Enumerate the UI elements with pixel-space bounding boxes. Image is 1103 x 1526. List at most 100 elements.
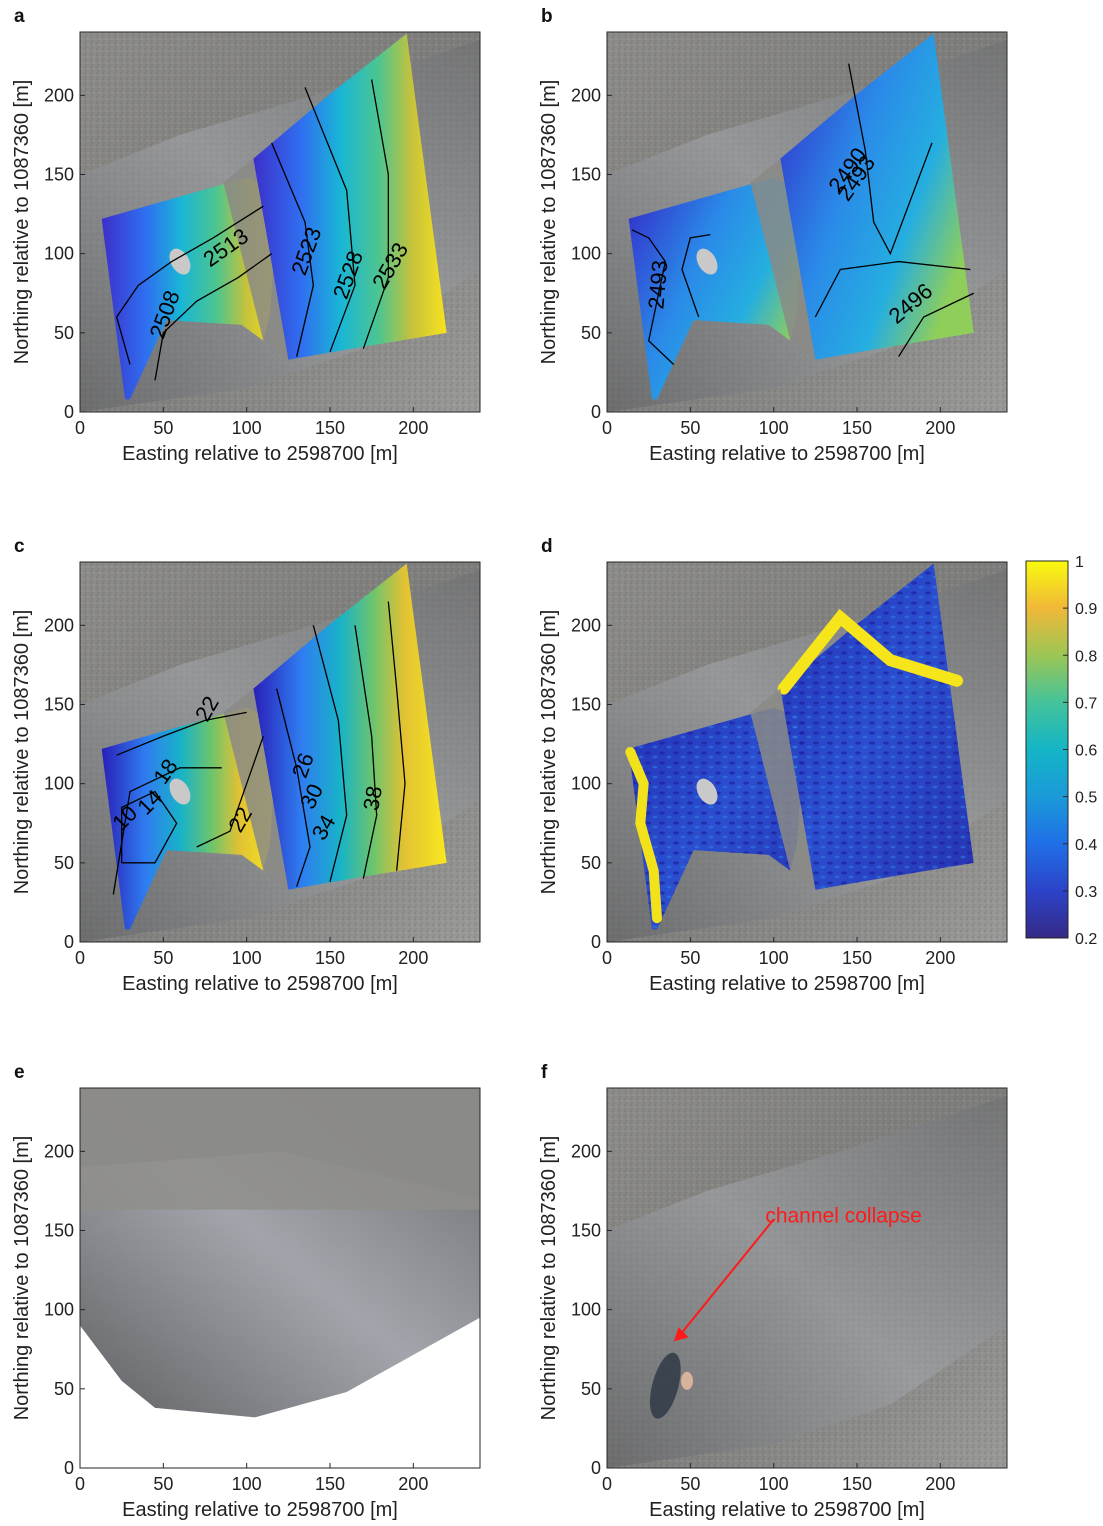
colorbar-tick-label: 1 (1075, 554, 1084, 571)
y-axis-label: Northing relative to 1087360 [m] (11, 1136, 33, 1421)
x-tick-label: 150 (315, 1474, 345, 1494)
y-tick-label: 0 (591, 402, 601, 422)
colorbar-tick-label: 0.2 (1075, 931, 1097, 948)
x-tick-label: 0 (602, 1474, 612, 1494)
x-tick-label: 50 (153, 948, 173, 968)
boulder (696, 248, 718, 275)
y-tick-label: 100 (571, 244, 601, 264)
y-tick-label: 50 (581, 853, 601, 873)
y-tick-label: 150 (44, 695, 74, 715)
data-patch-left (101, 177, 279, 400)
data-patch-right (780, 33, 974, 360)
contour-line (304, 87, 356, 353)
y-tick-label: 150 (571, 1221, 601, 1241)
boulder (696, 778, 718, 805)
y-axis-label: Northing relative to 1087360 [m] (11, 610, 33, 895)
contour-line (121, 790, 178, 864)
y-tick-label: 0 (591, 1458, 601, 1478)
x-tick-label: 50 (680, 948, 700, 968)
upper-slope (80, 1088, 480, 1199)
contour-line (271, 142, 314, 357)
x-tick-label: 100 (232, 1474, 262, 1494)
data-noise-left (628, 707, 806, 930)
axes-frame (79, 1087, 481, 1469)
contour-line (154, 253, 273, 381)
x-tick-label: 0 (75, 948, 85, 968)
y-tick-label: 0 (64, 402, 74, 422)
x-tick-label: 200 (925, 1474, 955, 1494)
y-tick-label: 50 (54, 1379, 74, 1399)
colorbar-tick-label: 0.4 (1075, 837, 1097, 854)
collapse-hole (649, 1352, 681, 1419)
contour-line (276, 688, 311, 887)
x-tick-label: 100 (232, 418, 262, 438)
contour-line (196, 735, 264, 848)
y-tick-label: 100 (44, 774, 74, 794)
boulder (169, 778, 191, 805)
colorbar-tick-label: 0.3 (1075, 884, 1097, 901)
x-axis-label: Easting relative to 2598700 [m] (122, 443, 398, 465)
y-tick-label: 0 (64, 1458, 74, 1478)
data-gap (223, 688, 289, 890)
x-tick-label: 100 (232, 948, 262, 968)
y-tick-label: 50 (54, 853, 74, 873)
contour-line (848, 63, 933, 256)
panel-f: f channel collapse 0 50 100 150 200 0 50 100 150 20… (538, 1062, 1008, 1521)
y-tick-label: 200 (571, 1141, 601, 1161)
x-tick-label: 50 (153, 418, 173, 438)
y-tick-label: 150 (44, 165, 74, 185)
contour-label: 38 (358, 784, 387, 812)
contour-line (814, 260, 971, 318)
x-tick-label: 100 (759, 1474, 789, 1494)
colorbar-tick-label: 0.6 (1075, 743, 1097, 760)
y-tick-label: 100 (44, 244, 74, 264)
x-tick-label: 200 (398, 418, 428, 438)
x-tick-label: 150 (842, 948, 872, 968)
boulder (169, 248, 191, 275)
axes-frame (606, 1087, 1008, 1469)
y-tick-label: 200 (571, 615, 601, 635)
panel-letter: d (541, 536, 553, 557)
contour-line (312, 625, 348, 882)
axes-frame (79, 31, 481, 413)
panel-letter: e (14, 1062, 25, 1083)
y-tick-label: 150 (571, 165, 601, 185)
x-tick-label: 150 (315, 948, 345, 968)
data-gap (750, 688, 816, 890)
contour-line (354, 625, 378, 879)
x-tick-label: 50 (680, 1474, 700, 1494)
annotation-text: channel collapse (765, 1205, 921, 1228)
colorbar: 1 0.9 0.8 0.7 0.6 0.5 0.4 0.3 0.2 (1025, 554, 1097, 948)
contour-line (631, 229, 675, 365)
panel-letter: a (14, 6, 25, 27)
x-axis-label: Easting relative to 2598700 [m] (649, 1499, 925, 1521)
x-tick-label: 0 (602, 948, 612, 968)
y-tick-label: 200 (571, 85, 601, 105)
y-axis-label: Northing relative to 1087360 [m] (538, 80, 560, 365)
x-tick-label: 50 (680, 418, 700, 438)
data-patch-right (253, 563, 447, 890)
annotation-arrow-line (678, 1218, 775, 1336)
glacier-ice-band (607, 1095, 1007, 1468)
annotation-arrowhead (673, 1327, 689, 1342)
colorbar-tick-label: 0.5 (1075, 790, 1097, 807)
y-tick-label: 200 (44, 615, 74, 635)
panel-letter: b (541, 6, 553, 27)
x-tick-label: 150 (842, 1474, 872, 1494)
contour-line (362, 79, 389, 349)
x-tick-label: 200 (925, 418, 955, 438)
x-tick-label: 0 (75, 1474, 85, 1494)
x-tick-label: 200 (398, 948, 428, 968)
panel-letter: c (14, 536, 25, 557)
data-patch-right (253, 33, 447, 360)
y-tick-label: 200 (44, 85, 74, 105)
data-patch-left (101, 707, 279, 930)
colorbar-gradient (1025, 560, 1069, 939)
x-tick-label: 50 (153, 1474, 173, 1494)
colorbar-tick-label: 0.7 (1075, 695, 1097, 712)
x-tick-label: 200 (925, 948, 955, 968)
y-axis-label: Northing relative to 1087360 [m] (11, 80, 33, 365)
x-axis-label: Easting relative to 2598700 [m] (649, 973, 925, 995)
